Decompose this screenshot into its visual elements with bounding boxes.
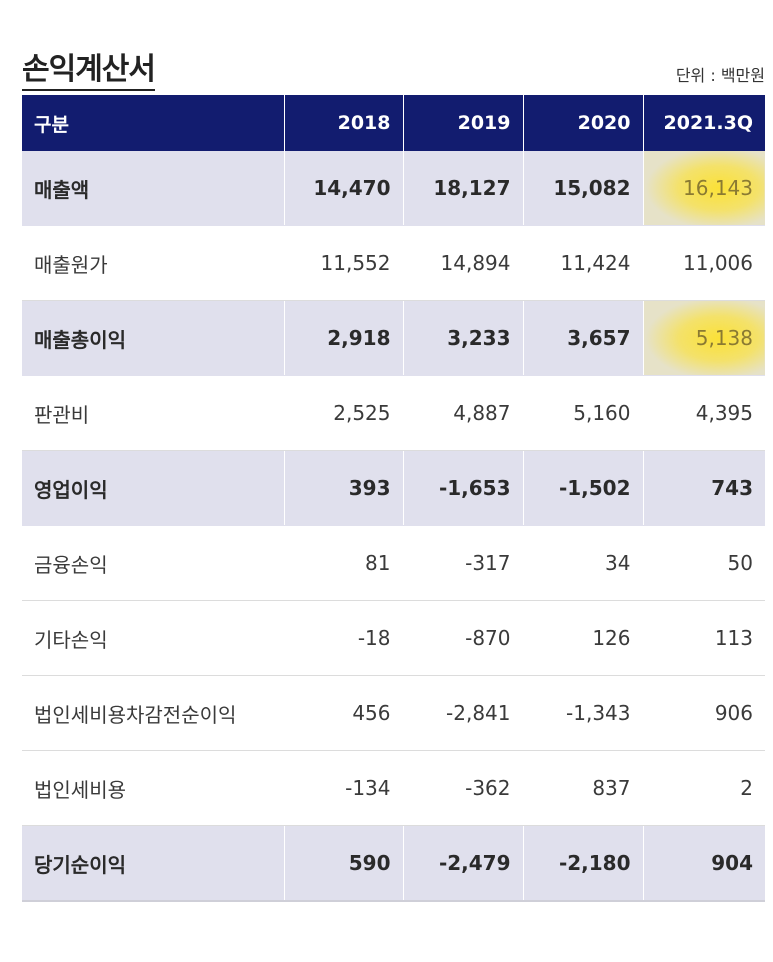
cell-value: 4,887 — [402, 375, 523, 451]
row-label: 금융손익 — [22, 525, 284, 601]
cell-value: 126 — [522, 600, 643, 676]
cell-value: -134 — [283, 750, 403, 826]
cell-value: 2 — [642, 750, 765, 826]
cell-value: 5,160 — [522, 375, 643, 451]
table-row-sga: 판관비 2,525 4,887 5,160 4,395 — [22, 375, 765, 451]
statement-header: 손익계산서 단위 : 백만원 — [22, 44, 767, 91]
cell-value: 50 — [642, 525, 765, 601]
table-row-income-tax: 법인세비용 -134 -362 837 2 — [22, 750, 765, 826]
row-label: 법인세비용 — [22, 750, 284, 826]
page-title: 손익계산서 — [22, 44, 156, 91]
cell-value: 743 — [642, 450, 765, 526]
cell-value: -2,180 — [522, 825, 643, 902]
table-row-net-income: 당기순이익 590 -2,479 -2,180 904 — [22, 825, 765, 902]
row-label: 법인세비용차감전순이익 — [22, 675, 284, 751]
cell-value: 456 — [283, 675, 403, 751]
cell-value: -1,653 — [402, 450, 523, 526]
cell-value: -18 — [283, 600, 403, 676]
column-header-2020: 2020 — [522, 95, 643, 151]
cell-value-highlighted: 16,143 — [642, 151, 765, 226]
cell-value: 2,525 — [283, 375, 403, 451]
row-label: 매출원가 — [22, 225, 284, 301]
row-label: 당기순이익 — [22, 825, 284, 902]
cell-value: -1,502 — [522, 450, 643, 526]
cell-value: 393 — [283, 450, 403, 526]
cell-value: 34 — [522, 525, 643, 601]
cell-value-highlighted: 5,138 — [642, 300, 765, 376]
column-header-2019: 2019 — [402, 95, 523, 151]
cell-value: -870 — [402, 600, 523, 676]
cell-value: -2,841 — [402, 675, 523, 751]
row-label: 판관비 — [22, 375, 284, 451]
table-row-operating-income: 영업이익 393 -1,653 -1,502 743 — [22, 450, 765, 526]
cell-value: 14,470 — [283, 151, 403, 226]
cell-value: 4,395 — [642, 375, 765, 451]
table-header-row: 구분 2018 2019 2020 2021.3Q — [22, 95, 765, 151]
row-label: 매출총이익 — [22, 300, 284, 376]
cell-value: 81 — [283, 525, 403, 601]
cell-value: 11,424 — [522, 225, 643, 301]
cell-value: 590 — [283, 825, 403, 902]
table-row-revenue: 매출액 14,470 18,127 15,082 16,143 — [22, 151, 765, 226]
table-row-gross-profit: 매출총이익 2,918 3,233 3,657 5,138 — [22, 300, 765, 376]
income-statement-table: 구분 2018 2019 2020 2021.3Q 매출액 14,470 18,… — [22, 95, 765, 902]
cell-value: 3,233 — [402, 300, 523, 376]
column-header-category: 구분 — [22, 95, 284, 151]
column-header-2018: 2018 — [283, 95, 403, 151]
table-row-financial-pl: 금융손익 81 -317 34 50 — [22, 525, 765, 601]
unit-label: 단위 : 백만원 — [675, 66, 765, 85]
cell-value: 15,082 — [522, 151, 643, 226]
cell-value: 906 — [642, 675, 765, 751]
cell-value: 113 — [642, 600, 765, 676]
cell-value: -1,343 — [522, 675, 643, 751]
cell-value: 837 — [522, 750, 643, 826]
table-row-other-pl: 기타손익 -18 -870 126 113 — [22, 600, 765, 676]
cell-value: -2,479 — [402, 825, 523, 902]
row-label: 매출액 — [22, 151, 284, 226]
cell-value: 904 — [642, 825, 765, 902]
cell-value: 14,894 — [402, 225, 523, 301]
cell-value: 11,552 — [283, 225, 403, 301]
cell-value: 11,006 — [642, 225, 765, 301]
column-header-2021-3q: 2021.3Q — [642, 95, 765, 151]
row-label: 영업이익 — [22, 450, 284, 526]
cell-value: -317 — [402, 525, 523, 601]
cell-value: -362 — [402, 750, 523, 826]
table-row-cost-of-sales: 매출원가 11,552 14,894 11,424 11,006 — [22, 225, 765, 301]
table-row-pretax-income: 법인세비용차감전순이익 456 -2,841 -1,343 906 — [22, 675, 765, 751]
cell-value: 2,918 — [283, 300, 403, 376]
row-label: 기타손익 — [22, 600, 284, 676]
cell-value: 3,657 — [522, 300, 643, 376]
cell-value: 18,127 — [402, 151, 523, 226]
